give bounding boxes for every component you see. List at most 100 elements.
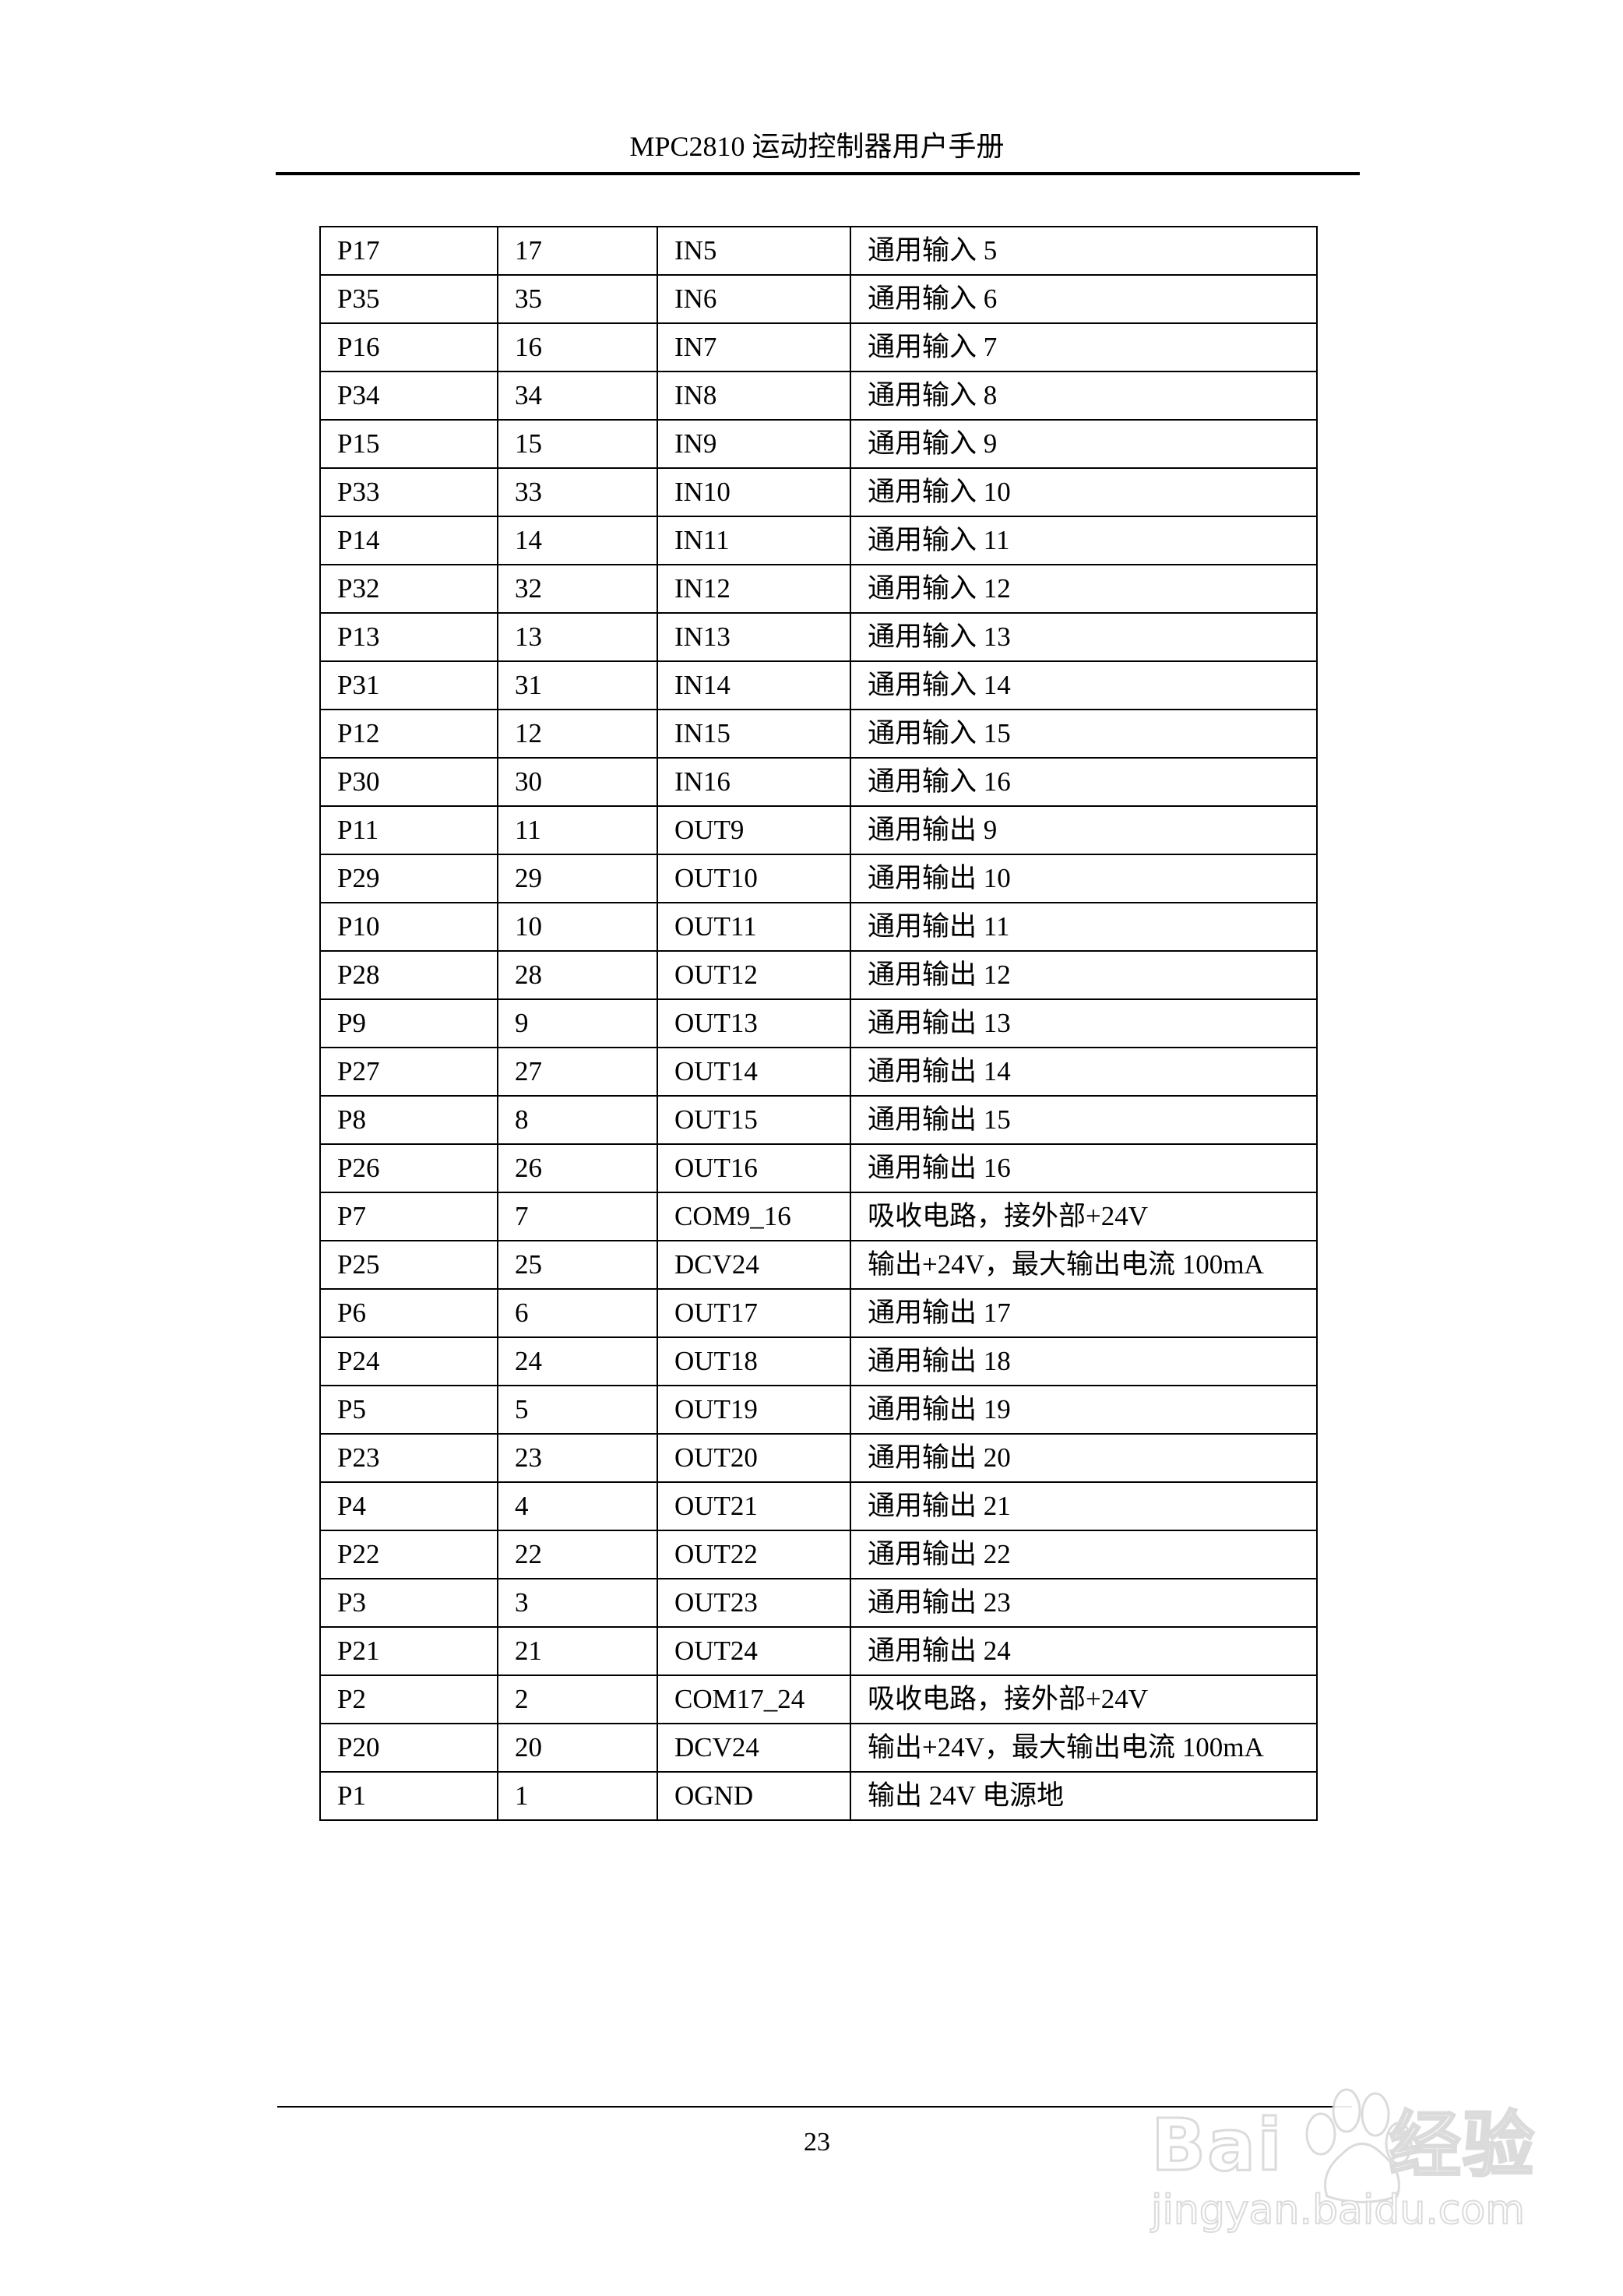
pin-number-cell: 24 [497,1336,658,1386]
table-row: P32 32 IN12 通用输入 12 [319,564,1318,614]
table-row: P17 17 IN5 通用输入 5 [319,226,1318,276]
signal-name-cell: OUT16 [657,1143,851,1193]
signal-name-cell: OUT19 [657,1385,851,1435]
pin-label-cell: P1 [319,1771,498,1821]
table-row: P8 8 OUT15 通用输出 15 [319,1095,1318,1145]
table-row: P23 23 OUT20 通用输出 20 [319,1433,1318,1483]
signal-name-cell: OUT22 [657,1530,851,1579]
pin-label-cell: P35 [319,274,498,324]
pin-number-cell: 16 [497,322,658,372]
description-cell: 通用输出 15 [850,1095,1318,1145]
pin-label-cell: P15 [319,419,498,469]
signal-name-cell: IN9 [657,419,851,469]
table-row: P20 20 DCV24 输出+24V，最大输出电流 100mA [319,1723,1318,1773]
signal-name-cell: IN6 [657,274,851,324]
pin-number-cell: 25 [497,1240,658,1290]
pin-label-cell: P7 [319,1192,498,1241]
table-row: P10 10 OUT11 通用输出 11 [319,902,1318,952]
pin-label-cell: P9 [319,998,498,1048]
pin-number-cell: 7 [497,1192,658,1241]
table-row: P25 25 DCV24 输出+24V，最大输出电流 100mA [319,1240,1318,1290]
signal-name-cell: IN14 [657,660,851,710]
signal-name-cell: IN16 [657,757,851,807]
signal-name-cell: IN15 [657,709,851,759]
signal-name-cell: IN7 [657,322,851,372]
pin-number-cell: 1 [497,1771,658,1821]
pin-number-cell: 15 [497,419,658,469]
pin-number-cell: 2 [497,1674,658,1724]
description-cell: 通用输入 6 [850,274,1318,324]
pin-label-cell: P5 [319,1385,498,1435]
description-cell: 通用输入 8 [850,371,1318,421]
signal-name-cell: DCV24 [657,1723,851,1773]
pin-label-cell: P2 [319,1674,498,1724]
pin-label-cell: P8 [319,1095,498,1145]
table-row: P22 22 OUT22 通用输出 22 [319,1530,1318,1579]
description-cell: 通用输入 10 [850,467,1318,517]
description-cell: 通用输出 20 [850,1433,1318,1483]
description-cell: 通用输出 16 [850,1143,1318,1193]
signal-name-cell: OUT23 [657,1578,851,1628]
description-cell: 通用输入 9 [850,419,1318,469]
pin-number-cell: 10 [497,902,658,952]
pin-number-cell: 30 [497,757,658,807]
table-row: P14 14 IN11 通用输入 11 [319,516,1318,565]
pin-number-cell: 33 [497,467,658,517]
description-cell: 通用输出 10 [850,854,1318,903]
page-header-title: MPC2810 运动控制器用户手册 [629,131,1005,162]
table-row: P5 5 OUT19 通用输出 19 [319,1385,1318,1435]
description-cell: 通用输入 7 [850,322,1318,372]
description-cell: 通用输出 19 [850,1385,1318,1435]
description-cell: 通用输出 13 [850,998,1318,1048]
table-row: P16 16 IN7 通用输入 7 [319,322,1318,372]
description-cell: 通用输入 11 [850,516,1318,565]
pin-number-cell: 13 [497,612,658,662]
pin-number-cell: 3 [497,1578,658,1628]
pin-number-cell: 17 [497,226,658,276]
table-row: P26 26 OUT16 通用输出 16 [319,1143,1318,1193]
pin-number-cell: 31 [497,660,658,710]
table-row: P6 6 OUT17 通用输出 17 [319,1288,1318,1338]
description-cell: 通用输入 12 [850,564,1318,614]
table-row: P1 1 OGND 输出 24V 电源地 [319,1771,1318,1821]
description-cell: 通用输入 15 [850,709,1318,759]
description-cell: 通用输入 5 [850,226,1318,276]
signal-name-cell: OUT15 [657,1095,851,1145]
watermark-url: jingyan.baidu.com [1150,2186,1526,2234]
pin-label-cell: P28 [319,950,498,1000]
pin-number-cell: 20 [497,1723,658,1773]
table-row: P3 3 OUT23 通用输出 23 [319,1578,1318,1628]
table-row: P34 34 IN8 通用输入 8 [319,371,1318,421]
footer-divider [277,2106,1352,2108]
pin-number-cell: 22 [497,1530,658,1579]
pin-number-cell: 32 [497,564,658,614]
table-row: P13 13 IN13 通用输入 13 [319,612,1318,662]
pin-label-cell: P25 [319,1240,498,1290]
pin-label-cell: P32 [319,564,498,614]
table-row: P35 35 IN6 通用输入 6 [319,274,1318,324]
page-number: 23 [804,2128,830,2157]
table-row: P15 15 IN9 通用输入 9 [319,419,1318,469]
table-row: P11 11 OUT9 通用输出 9 [319,805,1318,855]
table-row: P28 28 OUT12 通用输出 12 [319,950,1318,1000]
signal-name-cell: IN11 [657,516,851,565]
pin-number-cell: 28 [497,950,658,1000]
signal-name-cell: OUT10 [657,854,851,903]
pin-label-cell: P29 [319,854,498,903]
table-row: P29 29 OUT10 通用输出 10 [319,854,1318,903]
pin-number-cell: 8 [497,1095,658,1145]
pin-label-cell: P13 [319,612,498,662]
description-cell: 通用输出 17 [850,1288,1318,1338]
signal-name-cell: OUT14 [657,1047,851,1097]
signal-name-cell: OUT20 [657,1433,851,1483]
signal-name-cell: OUT24 [657,1626,851,1676]
table-row: P12 12 IN15 通用输入 15 [319,709,1318,759]
signal-name-cell: COM9_16 [657,1192,851,1241]
description-cell: 输出+24V，最大输出电流 100mA [850,1240,1318,1290]
table-row: P21 21 OUT24 通用输出 24 [319,1626,1318,1676]
signal-name-cell: DCV24 [657,1240,851,1290]
table-row: P4 4 OUT21 通用输出 21 [319,1481,1318,1531]
pin-number-cell: 12 [497,709,658,759]
pin-number-cell: 23 [497,1433,658,1483]
pin-label-cell: P33 [319,467,498,517]
